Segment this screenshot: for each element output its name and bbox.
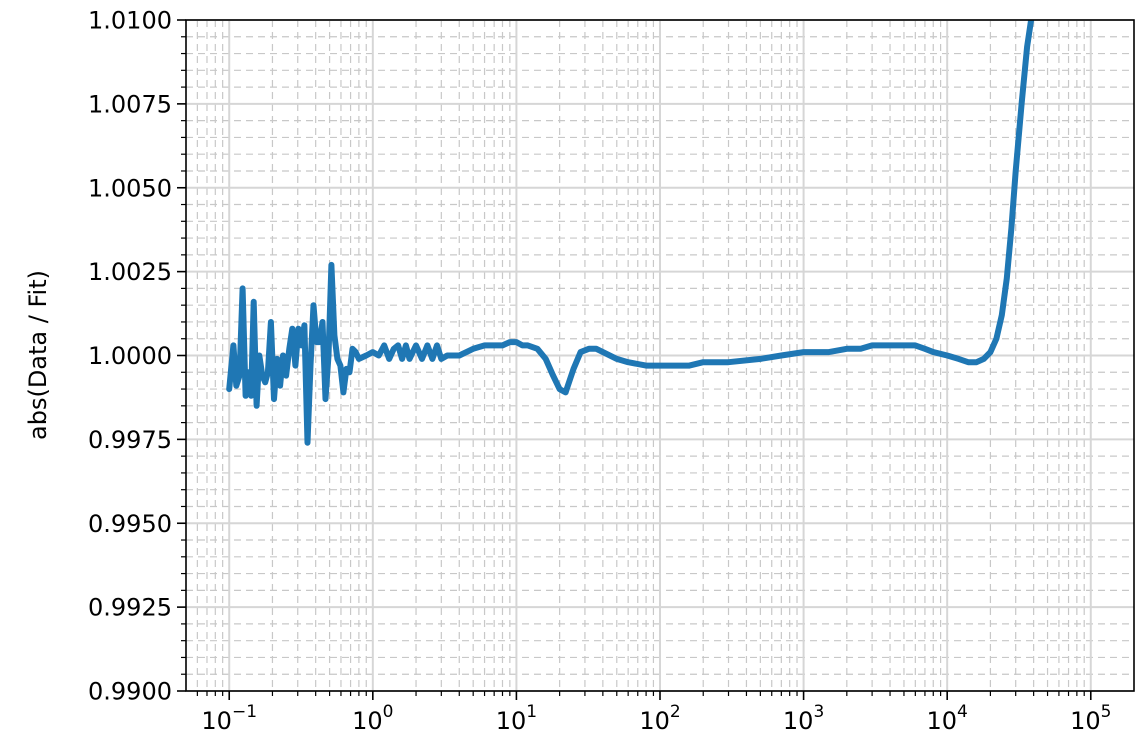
x-tick-label-exponent: 1 (526, 702, 537, 722)
x-tick-label-exponent: 4 (957, 702, 968, 722)
x-axis: 10−1 100 101 102 103 104 105 (196, 691, 1111, 735)
y-axis-label: abs(Data / Fit) (24, 270, 52, 440)
y-tick-label: 0.9975 (88, 426, 172, 454)
y-tick-label: 1.0025 (88, 258, 172, 286)
y-tick-label: 0.9925 (88, 594, 172, 622)
x-tick-label: 101 (496, 702, 537, 735)
x-tick-label-base: 10 (783, 707, 814, 735)
y-axis: 0.9900 0.9925 0.9950 0.9975 1.0000 1.0025 1.00… (88, 7, 186, 706)
y-tick-label: 0.9900 (88, 678, 172, 706)
series-line (226, 20, 1035, 446)
y-tick-label: 1.0000 (88, 342, 172, 370)
y-tick-label: 1.0050 (88, 174, 172, 202)
x-tick-label: 104 (926, 702, 967, 735)
x-tick-label: 10−1 (201, 702, 257, 735)
y-tick-label: 1.0100 (88, 7, 172, 35)
x-tick-label: 103 (783, 702, 824, 735)
x-tick-label-base: 10 (1070, 707, 1101, 735)
y-tick-label: 1.0075 (88, 90, 172, 118)
x-tick-label: 100 (352, 702, 393, 735)
x-tick-label-base: 10 (201, 707, 232, 735)
y-tick-label: 0.9950 (88, 510, 172, 538)
x-tick-label-base: 10 (496, 707, 527, 735)
x-tick-label-base: 10 (639, 707, 670, 735)
x-tick-label: 102 (639, 702, 680, 735)
x-tick-label-exponent: 0 (383, 702, 394, 722)
x-tick-label-exponent: 3 (813, 702, 824, 722)
x-tick-label-exponent: 5 (1101, 702, 1112, 722)
x-tick-label-exponent: 2 (670, 702, 681, 722)
x-tick-label-base: 10 (926, 707, 957, 735)
x-tick-label: 105 (1070, 702, 1111, 735)
x-tick-label-base: 10 (352, 707, 383, 735)
x-tick-label-exponent: −1 (232, 702, 257, 722)
